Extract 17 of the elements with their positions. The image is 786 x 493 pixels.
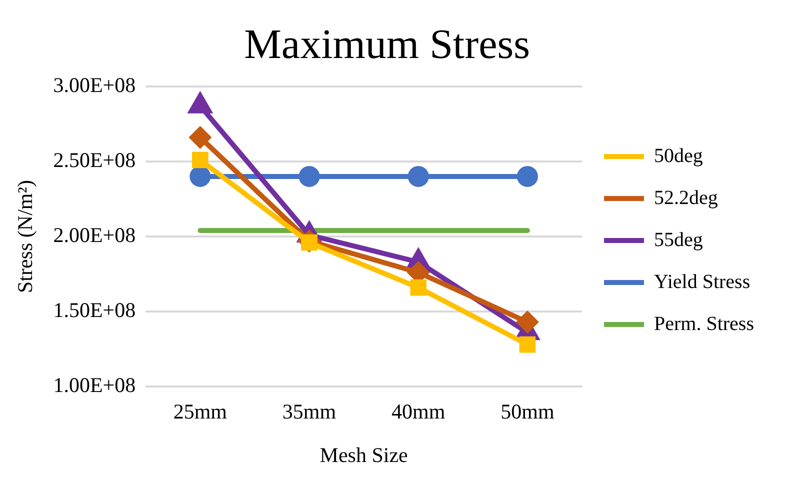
x-tick-label: 25mm — [173, 400, 228, 424]
x-tick-label: 40mm — [392, 400, 446, 424]
legend-label: Perm. Stress — [654, 312, 754, 335]
legend-label: 50deg — [654, 144, 703, 167]
legend-label: 52.2deg — [654, 186, 718, 209]
y-tick-label: 1.50E+08 — [53, 298, 136, 322]
y-tick-label: 1.00E+08 — [53, 373, 136, 398]
legend-label: 55deg — [654, 228, 703, 251]
y-tick-label: 3.00E+08 — [53, 72, 136, 97]
x-tick-label: 50mm — [500, 400, 554, 424]
legend-label: Yield Stress — [654, 270, 750, 293]
y-axis-title: Stress (N/m²) — [13, 180, 38, 294]
x-tick-label: 35mm — [282, 400, 336, 424]
y-tick-label: 2.00E+08 — [53, 223, 136, 248]
y-tick-label: 2.50E+08 — [53, 148, 136, 172]
chart-title: Maximum Stress — [244, 22, 530, 68]
x-axis-title: Mesh Size — [320, 442, 408, 467]
